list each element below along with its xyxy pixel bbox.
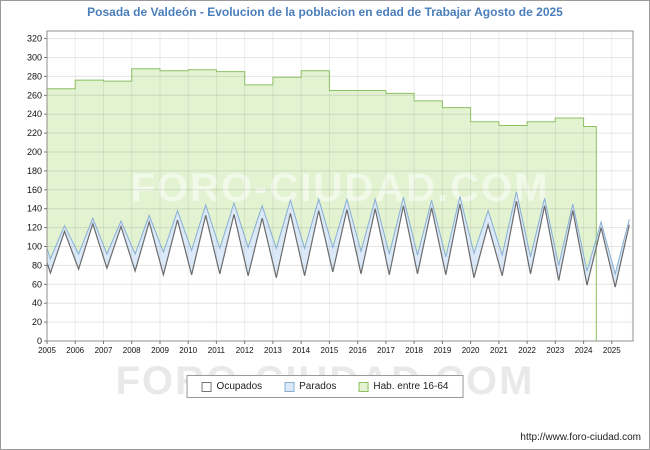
legend-label-parados: Parados — [299, 381, 337, 392]
y-tick-label: 280 — [27, 71, 42, 81]
ocupados-line — [46, 200, 630, 288]
x-tick-label: 2022 — [518, 346, 536, 355]
footer-url: http://www.foro-ciudad.com — [520, 432, 641, 443]
x-tick-label: 2019 — [434, 346, 452, 355]
y-tick-label: 20 — [32, 317, 42, 327]
x-tick-label: 2006 — [66, 346, 84, 355]
y-tick-label: 240 — [27, 109, 42, 119]
x-tick-label: 2017 — [377, 346, 395, 355]
x-tick-label: 2025 — [603, 346, 621, 355]
legend-item-ocupados: Ocupados — [201, 381, 263, 392]
x-tick-label: 2018 — [405, 346, 423, 355]
y-tick-label: 120 — [27, 223, 42, 233]
legend-label-hab: Hab. entre 16-64 — [373, 381, 449, 392]
y-tick-label: 80 — [32, 260, 42, 270]
legend-item-parados: Parados — [284, 381, 336, 392]
x-tick-label: 2005 — [38, 346, 56, 355]
x-tick-label: 2021 — [490, 346, 508, 355]
x-tick-label: 2015 — [321, 346, 339, 355]
legend-swatch-ocupados — [201, 381, 212, 392]
legend-label-ocupados: Ocupados — [216, 381, 263, 392]
x-tick-label: 2008 — [123, 346, 141, 355]
plot-area: FORO-CIUDAD.COM 0 20 40 60 80 100 120 140 160 180 2… — [27, 30, 634, 355]
x-tick-label: 2014 — [292, 346, 310, 355]
hab-line — [47, 68, 597, 341]
legend-swatch-hab — [358, 381, 369, 392]
plot-watermark: FORO-CIUDAD.COM — [131, 166, 550, 210]
x-tick-label: 2020 — [462, 346, 480, 355]
y-tick-label: 160 — [27, 185, 42, 195]
legend-item-hab: Hab. entre 16-64 — [358, 381, 448, 392]
y-tick-label: 180 — [27, 166, 42, 176]
x-tick-label: 2016 — [349, 346, 367, 355]
y-tick-label: 260 — [27, 90, 42, 100]
x-tick-label: 2012 — [236, 346, 254, 355]
y-tick-label: 60 — [32, 279, 42, 289]
y-tick-label: 220 — [27, 128, 42, 138]
x-tick-label: 2013 — [264, 346, 282, 355]
legend-swatch-parados — [284, 381, 295, 392]
y-tick-label: 200 — [27, 147, 42, 157]
parados-line — [46, 191, 630, 276]
x-tick-label: 2010 — [179, 346, 197, 355]
plot-border — [46, 30, 634, 342]
ocupados-area — [47, 201, 630, 341]
y-tick-label: 140 — [27, 204, 42, 214]
y-tick-label: 0 — [37, 336, 42, 346]
x-tick-label: 2007 — [95, 346, 113, 355]
y-tick-label: 100 — [27, 242, 42, 252]
legend: Ocupados Parados Hab. entre 16-64 — [186, 375, 464, 398]
chart-title: Posada de Valdeón - Evolucion de la pobl… — [87, 5, 563, 19]
y-tick-label: 320 — [27, 34, 42, 44]
x-tick-label: 2024 — [575, 346, 593, 355]
x-tick-label: 2009 — [151, 346, 169, 355]
x-tick-label: 2023 — [546, 346, 564, 355]
y-tick-label: 300 — [27, 53, 42, 63]
x-tick-label: 2011 — [208, 346, 226, 355]
y-tick-label: 40 — [32, 298, 42, 308]
